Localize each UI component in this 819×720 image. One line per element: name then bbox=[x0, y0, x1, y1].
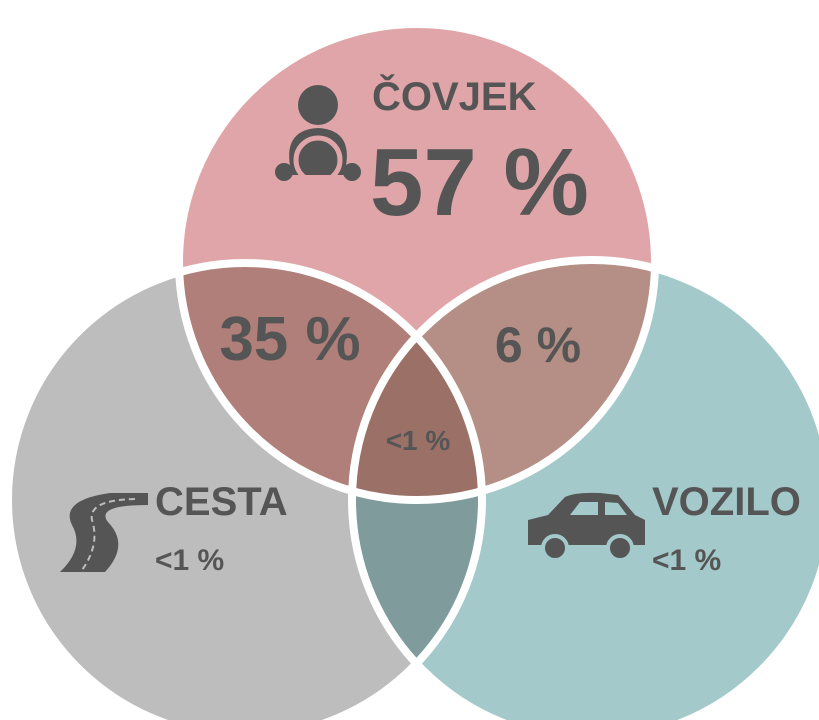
road-icon bbox=[60, 493, 148, 572]
icon-body bbox=[289, 128, 347, 175]
icon-car-wheel bbox=[541, 534, 569, 562]
outline bbox=[4, 259, 486, 720]
set-value: <1 % bbox=[652, 544, 721, 577]
icon-hand bbox=[275, 163, 293, 181]
icon-road-line bbox=[81, 498, 136, 571]
set-label: CESTA bbox=[155, 480, 288, 524]
intersection-value: <1 % bbox=[386, 425, 451, 456]
driver-icon bbox=[275, 85, 361, 185]
set-label: VOZILO bbox=[652, 480, 801, 524]
outlines bbox=[4, 20, 819, 720]
icon-car-wheel bbox=[606, 534, 634, 562]
icon-wheel bbox=[293, 135, 343, 185]
outline bbox=[348, 256, 819, 720]
overlap-top-left bbox=[179, 263, 482, 500]
icon-head bbox=[298, 85, 338, 125]
set-label: ČOVJEK bbox=[372, 73, 537, 119]
icon-car-window bbox=[570, 502, 627, 515]
set-value: <1 % bbox=[155, 544, 224, 577]
overlap-fill bbox=[179, 263, 482, 500]
icon-hand bbox=[343, 163, 361, 181]
intersection-value: 6 % bbox=[495, 317, 581, 373]
intersection-value: 35 % bbox=[219, 305, 360, 374]
icon-road bbox=[60, 493, 148, 572]
car-icon bbox=[528, 492, 645, 562]
set-value: 57 % bbox=[370, 129, 589, 236]
outline bbox=[175, 20, 659, 504]
